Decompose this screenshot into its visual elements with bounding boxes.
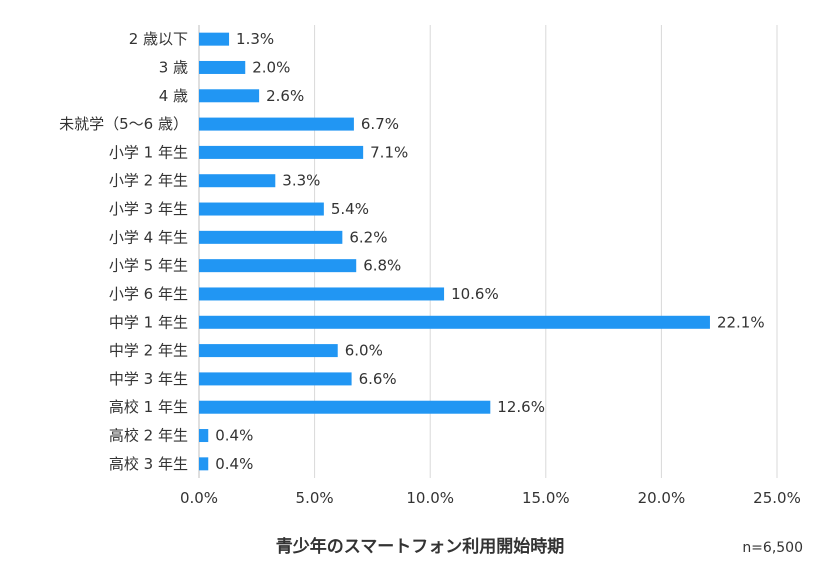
x-tick-labels: 0.0% 5.0% 10.0% 15.0% 20.0% 25.0% [180, 489, 801, 507]
bar [199, 287, 445, 301]
bar [199, 259, 357, 273]
value-label: 0.4% [215, 427, 253, 445]
x-tick-label: 15.0% [522, 489, 570, 507]
value-label: 7.1% [370, 143, 408, 161]
category-label: 中学 1 年生 [109, 313, 188, 331]
category-label: 高校 1 年生 [109, 398, 188, 416]
value-label: 0.4% [215, 455, 253, 473]
value-label: 22.1% [717, 313, 765, 331]
bar [199, 60, 246, 74]
value-label: 6.8% [363, 257, 401, 275]
bar [199, 372, 352, 386]
value-label: 6.0% [345, 342, 383, 360]
bar [199, 344, 338, 358]
category-label: 2 歳以下 [129, 30, 188, 48]
bar [199, 315, 710, 329]
bar [199, 202, 324, 216]
x-tick-label: 25.0% [753, 489, 801, 507]
category-label: 未就学（5〜6 歳） [59, 115, 188, 133]
bar [199, 429, 209, 443]
value-label: 3.3% [282, 172, 320, 190]
category-label: 中学 3 年生 [109, 370, 188, 388]
x-tick-label: 5.0% [296, 489, 334, 507]
value-label: 6.7% [361, 115, 399, 133]
category-label: 中学 2 年生 [109, 342, 188, 360]
x-tick-label: 0.0% [180, 489, 218, 507]
x-tick-label: 20.0% [638, 489, 686, 507]
sample-size-note: n=6,500 [742, 540, 803, 556]
category-label: 小学 4 年生 [109, 228, 188, 246]
value-label: 10.6% [451, 285, 499, 303]
value-label: 5.4% [331, 200, 369, 218]
category-label: 3 歳 [159, 58, 188, 76]
value-label: 6.2% [349, 228, 387, 246]
bar [199, 230, 343, 244]
bars [199, 32, 710, 471]
category-label: 小学 1 年生 [109, 143, 188, 161]
value-labels: 1.3% 2.0% 2.6% 6.7% 7.1% 3.3% 5.4% 6.2% 6.8% 10.6… [215, 30, 764, 473]
category-label: 4 歳 [159, 87, 188, 105]
bar [199, 89, 260, 103]
bar [199, 145, 364, 159]
bar [199, 400, 491, 414]
value-label: 2.6% [266, 87, 304, 105]
category-label: 小学 6 年生 [109, 285, 188, 303]
value-label: 6.6% [359, 370, 397, 388]
category-label: 小学 5 年生 [109, 257, 188, 275]
bar [199, 174, 276, 188]
x-tick-label: 10.0% [406, 489, 454, 507]
bar [199, 457, 209, 471]
value-label: 12.6% [497, 398, 545, 416]
value-label: 1.3% [236, 30, 274, 48]
bar [199, 32, 230, 46]
bar [199, 117, 354, 131]
category-label: 高校 2 年生 [109, 427, 188, 445]
category-label: 高校 3 年生 [109, 455, 188, 473]
value-label: 2.0% [252, 58, 290, 76]
category-label: 小学 3 年生 [109, 200, 188, 218]
category-label: 小学 2 年生 [109, 172, 188, 190]
chart-title: 青少年のスマートフォン利用開始時期 [276, 536, 565, 557]
